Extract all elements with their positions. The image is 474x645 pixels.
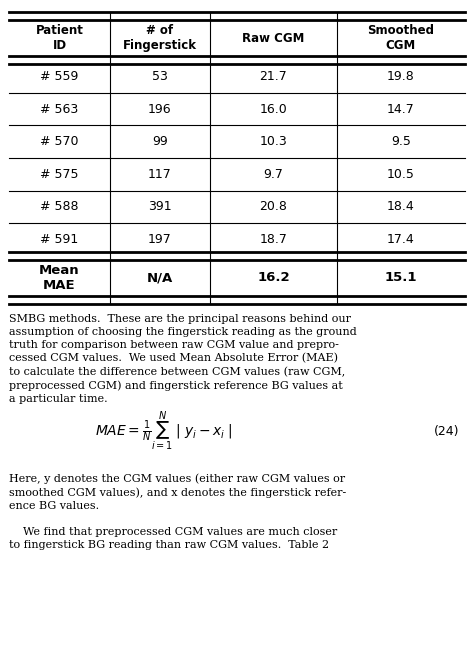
Text: Patient
ID: Patient ID	[36, 24, 83, 52]
Text: (24): (24)	[434, 425, 460, 438]
Text: 197: 197	[148, 233, 172, 246]
Text: N/A: N/A	[146, 272, 173, 284]
Text: Mean
MAE: Mean MAE	[39, 264, 80, 292]
Text: # 563: # 563	[40, 103, 79, 115]
Text: 99: 99	[152, 135, 167, 148]
Text: 18.4: 18.4	[387, 201, 415, 213]
Text: 10.3: 10.3	[260, 135, 287, 148]
Text: # of
Fingerstick: # of Fingerstick	[123, 24, 197, 52]
Text: 15.1: 15.1	[384, 272, 417, 284]
Text: 10.5: 10.5	[387, 168, 415, 181]
Text: # 570: # 570	[40, 135, 79, 148]
Text: 18.7: 18.7	[259, 233, 287, 246]
Text: SMBG methods.  These are the principal reasons behind our
assumption of choosing: SMBG methods. These are the principal re…	[9, 314, 357, 404]
Text: # 591: # 591	[40, 233, 79, 246]
Text: 53: 53	[152, 70, 168, 83]
Text: # 575: # 575	[40, 168, 79, 181]
Text: 14.7: 14.7	[387, 103, 415, 115]
Text: Here, y denotes the CGM values (either raw CGM values or
smoothed CGM values), a: Here, y denotes the CGM values (either r…	[9, 473, 346, 550]
Text: 117: 117	[148, 168, 172, 181]
Text: 16.2: 16.2	[257, 272, 290, 284]
Text: 9.5: 9.5	[391, 135, 411, 148]
Text: 19.8: 19.8	[387, 70, 415, 83]
Text: 21.7: 21.7	[260, 70, 287, 83]
Text: 196: 196	[148, 103, 172, 115]
Text: # 588: # 588	[40, 201, 79, 213]
Text: Raw CGM: Raw CGM	[242, 32, 305, 45]
Text: 20.8: 20.8	[259, 201, 287, 213]
Text: 17.4: 17.4	[387, 233, 415, 246]
Text: 16.0: 16.0	[260, 103, 287, 115]
Text: Smoothed
CGM: Smoothed CGM	[367, 24, 434, 52]
Text: 391: 391	[148, 201, 172, 213]
Text: $MAE = \frac{1}{N}\sum_{i=1}^{N}\;|\;y_i - x_i\;|$: $MAE = \frac{1}{N}\sum_{i=1}^{N}\;|\;y_i…	[95, 410, 232, 453]
Text: # 559: # 559	[40, 70, 79, 83]
Text: 9.7: 9.7	[264, 168, 283, 181]
